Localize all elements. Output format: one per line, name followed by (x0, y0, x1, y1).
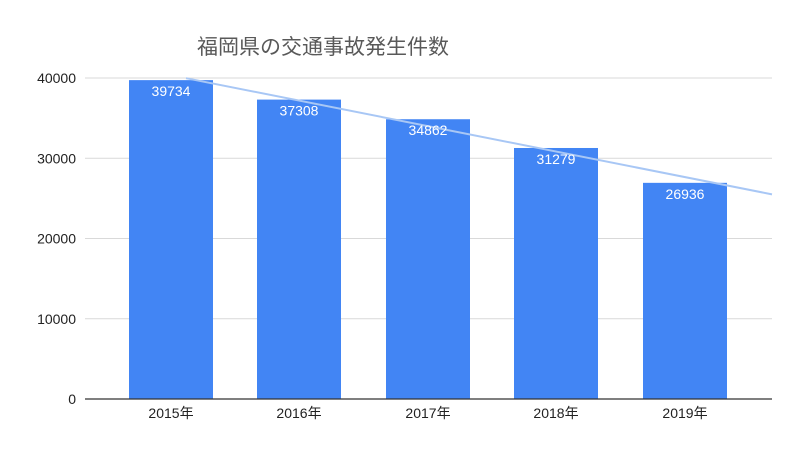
trendline-group (185, 77, 773, 196)
x-tick-label: 2018年 (533, 405, 578, 421)
trendline (185, 77, 773, 196)
x-axis-ticks: 2015年 2016年 2017年 2018年 2019年 (148, 405, 707, 421)
chart-title: 福岡県の交通事故発生件数 (197, 35, 449, 59)
x-tick-label: 2016年 (276, 405, 321, 421)
bar (386, 119, 470, 399)
bar (514, 147, 598, 399)
bar (257, 99, 341, 399)
x-tick-label: 2019年 (662, 405, 707, 421)
y-tick-label: 0 (68, 391, 76, 407)
x-tick-label: 2015年 (148, 405, 193, 421)
bar-value-label: 37308 (280, 103, 319, 119)
y-axis-ticks: 0 10000 20000 30000 40000 (37, 70, 76, 407)
bars (129, 80, 727, 400)
bar-value-label: 39734 (152, 83, 191, 99)
y-tick-label: 30000 (37, 150, 76, 166)
x-tick-label: 2017年 (405, 405, 450, 421)
y-tick-label: 40000 (37, 70, 76, 86)
bar-value-label: 26936 (666, 186, 705, 202)
bar (129, 80, 213, 400)
data-labels: 39734 37308 34862 31279 26936 (152, 83, 705, 202)
y-tick-label: 20000 (37, 231, 76, 247)
bar-value-label: 31279 (537, 151, 576, 167)
bar (643, 182, 727, 399)
bar-value-label: 34862 (409, 122, 448, 138)
y-tick-label: 10000 (37, 311, 76, 327)
